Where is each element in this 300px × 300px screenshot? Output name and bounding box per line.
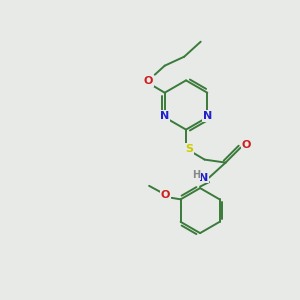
Text: N: N <box>203 111 212 121</box>
Text: N: N <box>160 111 169 121</box>
Text: O: O <box>161 190 170 200</box>
Text: H: H <box>192 169 201 180</box>
Text: O: O <box>143 76 153 86</box>
Text: S: S <box>185 144 193 154</box>
Text: N: N <box>199 172 208 183</box>
Text: O: O <box>242 140 251 150</box>
